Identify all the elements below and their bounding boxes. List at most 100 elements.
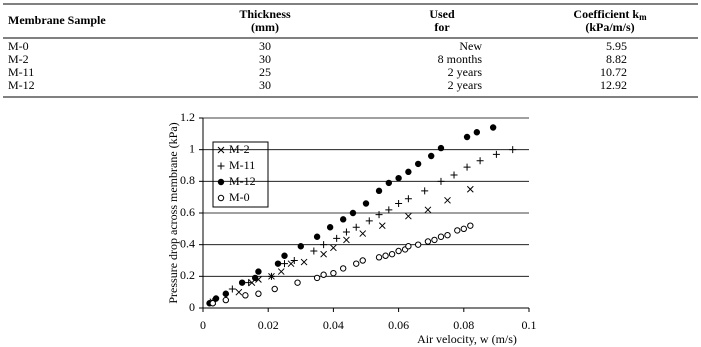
x-axis-label: Air velocity, w (m/s) [417,332,517,346]
data-point [405,168,412,175]
data-point [277,268,285,275]
y-tick-label: 0.6 [180,205,195,219]
table-cell: New [459,39,482,53]
table-cell: 2 years [448,65,483,79]
data-point [378,222,386,230]
data-point [271,285,278,293]
data-point [330,244,337,252]
data-point [235,288,243,296]
data-point [509,146,517,154]
data-point [281,252,288,259]
data-point [421,187,429,195]
data-point [238,279,246,286]
data-point [339,216,347,223]
y-tick-label: 1.2 [180,110,195,124]
x-tick-label: 0.02 [258,318,279,332]
data-point [388,251,396,258]
data-point [463,163,471,171]
legend-marker [217,194,225,202]
data-point [320,250,327,258]
y-tick-label: 0.8 [180,173,195,187]
data-point [395,247,402,255]
y-tick-label: 1 [189,141,195,155]
y-axis-label: Pressure drop across membrane (kPa) [166,122,180,303]
data-point [330,270,337,277]
data-point [326,224,334,231]
table-cell: 8 months [438,52,483,66]
data-point [424,238,432,245]
data-point [362,200,370,207]
data-point [444,232,451,239]
data-point [375,254,383,261]
table-header: Used [429,7,455,21]
legend-label: M-11 [229,158,255,172]
data-point [395,200,403,207]
data-point [359,230,367,237]
data-point [444,196,451,204]
table-cell: 12.92 [600,78,627,92]
data-point [339,265,347,272]
data-point [395,175,402,182]
data-point [274,260,282,267]
table-cell: 30 [259,78,271,92]
header-subscript: m [639,12,647,22]
table-cell: 10.72 [600,65,627,79]
data-point [437,144,445,152]
table-cell: M-11 [8,65,34,79]
data-point [342,228,350,236]
data-point [492,150,500,158]
data-point [267,272,275,280]
legend-label: M-0 [229,190,250,204]
table-cell: 30 [259,39,271,53]
data-point [473,129,481,136]
data-point [352,223,360,231]
data-point [404,195,412,203]
table-header: (mm) [251,20,279,34]
data-point [375,211,383,219]
x-tick-label: 0 [200,318,206,332]
data-point [489,124,497,131]
data-point [313,233,321,240]
data-point [437,233,445,240]
data-point [300,258,308,266]
data-point [313,274,321,282]
table-cell: 25 [259,65,271,79]
data-point [251,274,259,282]
legend-marker [217,178,225,186]
data-point [382,252,389,259]
data-point [290,257,298,264]
data-point [463,133,471,141]
data-point [414,160,422,168]
x-tick-label: 0.1 [522,318,537,332]
data-point [245,279,253,287]
table-cell: 5.95 [606,39,627,53]
data-point [222,290,230,297]
data-point [385,179,393,187]
data-point [222,296,230,304]
y-tick-label: 0.4 [180,236,195,250]
table-cell: M-0 [8,39,29,53]
data-point [228,285,236,293]
data-point [349,209,357,217]
data-point [431,236,438,244]
table-cell: 30 [259,52,271,66]
data-point [294,279,301,286]
table-header: Coefficient km [573,7,647,22]
x-tick-label: 0.06 [388,318,409,332]
data-point [310,247,318,255]
data-point [343,236,350,244]
data-point [255,290,262,297]
data-point [242,292,249,299]
data-point [427,152,435,160]
legend-label: M-2 [229,142,250,156]
table-header: Membrane Sample [8,13,106,27]
data-point [281,260,288,268]
data-point [287,260,295,268]
table-header: for [434,20,450,34]
data-point [424,206,432,214]
data-point [467,222,474,229]
data-point [450,171,458,179]
table-cell: 8.82 [606,52,627,66]
